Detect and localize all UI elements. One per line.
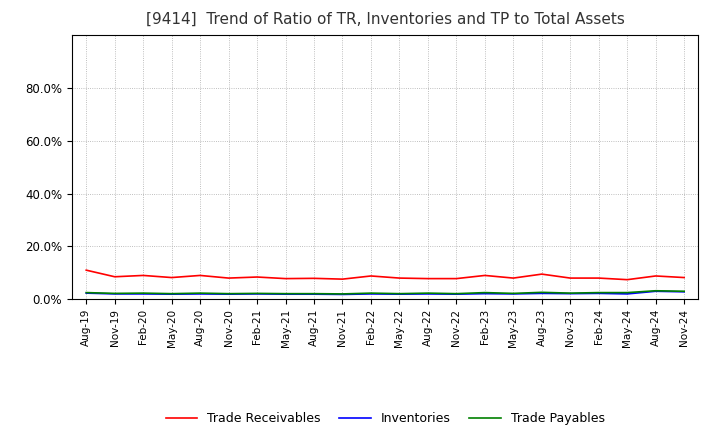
Inventories [423, 291, 432, 297]
Trade Receivables [595, 275, 603, 281]
Trade Payables [652, 288, 660, 293]
Trade Receivables [225, 275, 233, 281]
Trade Receivables [509, 275, 518, 281]
Inventories [167, 292, 176, 297]
Line: Trade Payables: Trade Payables [86, 291, 684, 294]
Trade Receivables [253, 275, 261, 280]
Inventories [139, 291, 148, 297]
Inventories [509, 291, 518, 297]
Inventories [253, 291, 261, 297]
Inventories [680, 289, 688, 294]
Inventories [652, 289, 660, 294]
Line: Trade Receivables: Trade Receivables [86, 270, 684, 280]
Trade Payables [139, 290, 148, 296]
Trade Receivables [139, 273, 148, 278]
Inventories [537, 291, 546, 296]
Inventories [395, 292, 404, 297]
Inventories [623, 291, 631, 297]
Trade Payables [566, 290, 575, 296]
Title: [9414]  Trend of Ratio of TR, Inventories and TP to Total Assets: [9414] Trend of Ratio of TR, Inventories… [145, 12, 625, 27]
Trade Payables [680, 289, 688, 294]
Inventories [310, 292, 318, 297]
Trade Payables [338, 291, 347, 297]
Trade Payables [395, 291, 404, 296]
Inventories [282, 292, 290, 297]
Trade Payables [509, 291, 518, 296]
Trade Payables [366, 290, 375, 296]
Trade Receivables [480, 273, 489, 278]
Inventories [225, 292, 233, 297]
Inventories [452, 292, 461, 297]
Trade Receivables [110, 274, 119, 279]
Trade Receivables [623, 277, 631, 282]
Trade Payables [110, 291, 119, 296]
Line: Inventories: Inventories [86, 291, 684, 294]
Trade Receivables [680, 275, 688, 280]
Trade Receivables [338, 276, 347, 282]
Trade Payables [282, 291, 290, 296]
Inventories [595, 291, 603, 296]
Inventories [110, 291, 119, 297]
Trade Payables [225, 291, 233, 296]
Trade Receivables [310, 276, 318, 281]
Trade Receivables [82, 268, 91, 273]
Trade Payables [82, 290, 91, 295]
Trade Payables [537, 290, 546, 295]
Trade Receivables [395, 275, 404, 281]
Trade Receivables [366, 273, 375, 279]
Trade Payables [623, 290, 631, 295]
Trade Payables [253, 291, 261, 296]
Trade Receivables [566, 275, 575, 281]
Trade Payables [196, 290, 204, 296]
Trade Receivables [196, 273, 204, 278]
Trade Payables [310, 291, 318, 296]
Trade Payables [480, 290, 489, 295]
Inventories [196, 291, 204, 297]
Inventories [566, 291, 575, 296]
Trade Receivables [652, 273, 660, 279]
Inventories [338, 292, 347, 297]
Trade Receivables [452, 276, 461, 281]
Inventories [366, 291, 375, 297]
Trade Payables [452, 291, 461, 296]
Trade Receivables [537, 271, 546, 277]
Trade Receivables [167, 275, 176, 280]
Legend: Trade Receivables, Inventories, Trade Payables: Trade Receivables, Inventories, Trade Pa… [161, 407, 610, 430]
Trade Receivables [282, 276, 290, 281]
Inventories [82, 290, 91, 296]
Trade Payables [423, 290, 432, 296]
Trade Payables [595, 290, 603, 295]
Inventories [480, 291, 489, 296]
Trade Payables [167, 291, 176, 296]
Trade Receivables [423, 276, 432, 281]
